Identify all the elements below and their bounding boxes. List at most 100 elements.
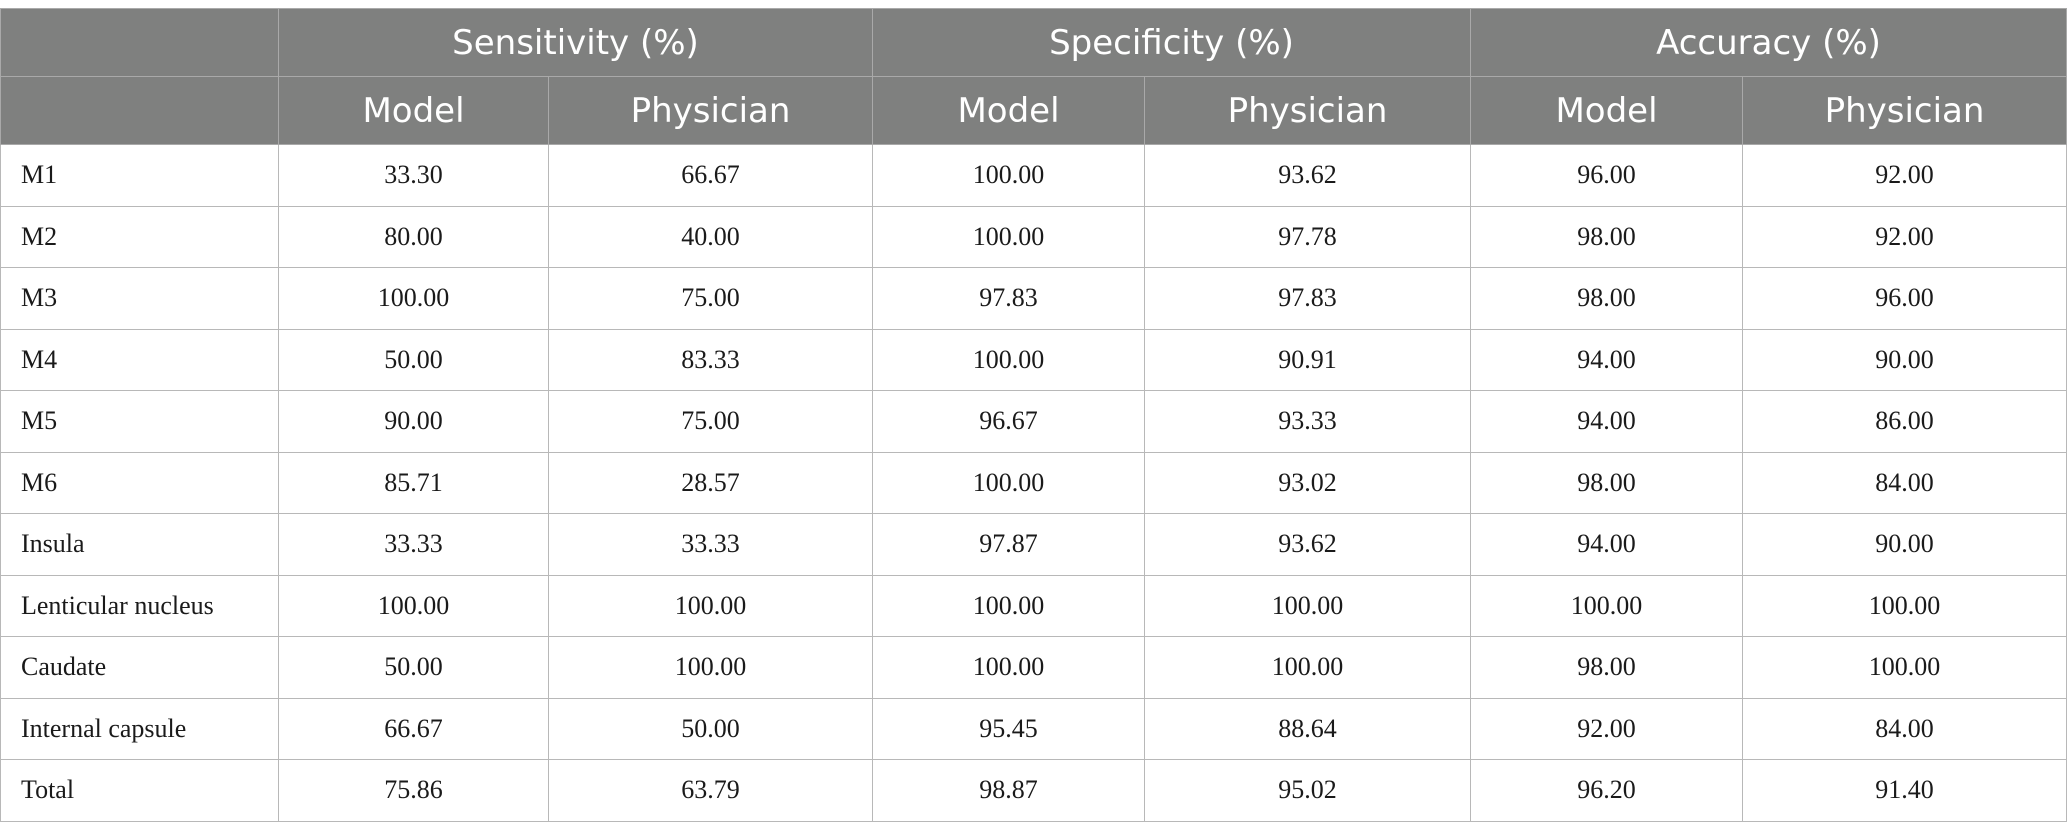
specificity-physician-cell: 93.62 [1144, 144, 1471, 207]
results-table-container: Sensitivity (%) Specificity (%) Accuracy… [0, 8, 2068, 822]
sensitivity-model-cell: 90.00 [278, 390, 549, 453]
sensitivity-physician-cell: 50.00 [548, 697, 873, 760]
accuracy-physician-cell: 90.00 [1742, 513, 2067, 576]
sensitivity-physician-cell: 100.00 [548, 636, 873, 699]
region-label-cell: M6 [0, 451, 279, 514]
sensitivity-physician-cell: 66.67 [548, 144, 873, 207]
region-label-cell: M4 [0, 328, 279, 391]
sensitivity-physician-cell: 100.00 [548, 574, 873, 637]
specificity-model-cell: 98.87 [872, 759, 1145, 822]
accuracy-model-cell: 96.00 [1470, 144, 1743, 207]
specificity-physician-cell: 100.00 [1144, 636, 1471, 699]
sensitivity-group-header: Sensitivity (%) [278, 8, 873, 77]
table-row: M2 80.00 40.00 100.00 97.78 98.00 92.00 [0, 205, 2067, 268]
accuracy-physician-cell: 84.00 [1742, 697, 2067, 760]
table-row: M4 50.00 83.33 100.00 90.91 94.00 90.00 [0, 328, 2067, 391]
accuracy-model-cell: 98.00 [1470, 451, 1743, 514]
specificity-physician-cell: 88.64 [1144, 697, 1471, 760]
accuracy-physician-cell: 100.00 [1742, 574, 2067, 637]
specificity-model-cell: 100.00 [872, 636, 1145, 699]
specificity-physician-cell: 93.62 [1144, 513, 1471, 576]
specificity-physician-cell: 97.78 [1144, 205, 1471, 268]
region-label-cell: Caudate [0, 636, 279, 699]
sensitivity-model-cell: 100.00 [278, 574, 549, 637]
specificity-model-cell: 95.45 [872, 697, 1145, 760]
accuracy-physician-cell: 96.00 [1742, 267, 2067, 330]
table-row: Total 75.86 63.79 98.87 95.02 96.20 91.40 [0, 759, 2067, 822]
sub-header-physician: Physician [1144, 76, 1471, 145]
results-table: Sensitivity (%) Specificity (%) Accuracy… [0, 8, 2067, 822]
region-label-cell: Total [0, 759, 279, 822]
table-row: M5 90.00 75.00 96.67 93.33 94.00 86.00 [0, 390, 2067, 453]
region-label-cell: M3 [0, 267, 279, 330]
accuracy-physician-cell: 92.00 [1742, 205, 2067, 268]
specificity-model-cell: 96.67 [872, 390, 1145, 453]
sensitivity-physician-cell: 28.57 [548, 451, 873, 514]
sub-header-physician: Physician [548, 76, 873, 145]
sensitivity-physician-cell: 63.79 [548, 759, 873, 822]
region-label-cell: M1 [0, 144, 279, 207]
sensitivity-model-cell: 75.86 [278, 759, 549, 822]
sensitivity-physician-cell: 75.00 [548, 390, 873, 453]
sensitivity-model-cell: 66.67 [278, 697, 549, 760]
sub-header-model: Model [872, 76, 1145, 145]
sensitivity-model-cell: 33.30 [278, 144, 549, 207]
accuracy-model-cell: 98.00 [1470, 205, 1743, 268]
accuracy-model-cell: 92.00 [1470, 697, 1743, 760]
table-row: M3 100.00 75.00 97.83 97.83 98.00 96.00 [0, 267, 2067, 330]
sensitivity-physician-cell: 83.33 [548, 328, 873, 391]
accuracy-model-cell: 98.00 [1470, 636, 1743, 699]
corner-header-cell [0, 8, 279, 77]
sensitivity-model-cell: 80.00 [278, 205, 549, 268]
table-row: Insula 33.33 33.33 97.87 93.62 94.00 90.00 [0, 513, 2067, 576]
specificity-physician-cell: 97.83 [1144, 267, 1471, 330]
accuracy-model-cell: 96.20 [1470, 759, 1743, 822]
accuracy-physician-cell: 91.40 [1742, 759, 2067, 822]
accuracy-physician-cell: 100.00 [1742, 636, 2067, 699]
table-body: M1 33.30 66.67 100.00 93.62 96.00 92.00 M2 80.00… [0, 144, 2067, 822]
specificity-physician-cell: 95.02 [1144, 759, 1471, 822]
sub-header-physician: Physician [1742, 76, 2067, 145]
region-label-cell: Lenticular nucleus [0, 574, 279, 637]
specificity-model-cell: 100.00 [872, 328, 1145, 391]
group-header-row: Sensitivity (%) Specificity (%) Accuracy… [0, 8, 2067, 77]
sensitivity-model-cell: 50.00 [278, 636, 549, 699]
sub-header-row: Model Physician Model Physician Model Ph… [0, 76, 2067, 145]
specificity-model-cell: 100.00 [872, 144, 1145, 207]
accuracy-model-cell: 94.00 [1470, 390, 1743, 453]
specificity-physician-cell: 93.33 [1144, 390, 1471, 453]
accuracy-physician-cell: 86.00 [1742, 390, 2067, 453]
accuracy-model-cell: 94.00 [1470, 328, 1743, 391]
sensitivity-physician-cell: 75.00 [548, 267, 873, 330]
sensitivity-physician-cell: 40.00 [548, 205, 873, 268]
sensitivity-physician-cell: 33.33 [548, 513, 873, 576]
sub-header-model: Model [1470, 76, 1743, 145]
specificity-model-cell: 97.83 [872, 267, 1145, 330]
accuracy-physician-cell: 92.00 [1742, 144, 2067, 207]
table-row: Caudate 50.00 100.00 100.00 100.00 98.00 100.0… [0, 636, 2067, 699]
table-row: Internal capsule 66.67 50.00 95.45 88.64 92.0… [0, 697, 2067, 760]
table-row: Lenticular nucleus 100.00 100.00 100.00 100.… [0, 574, 2067, 637]
table-row: M1 33.30 66.67 100.00 93.62 96.00 92.00 [0, 144, 2067, 207]
region-label-cell: Internal capsule [0, 697, 279, 760]
specificity-model-cell: 97.87 [872, 513, 1145, 576]
accuracy-physician-cell: 84.00 [1742, 451, 2067, 514]
region-label-cell: Insula [0, 513, 279, 576]
specificity-group-header: Specificity (%) [872, 8, 1471, 77]
sensitivity-model-cell: 50.00 [278, 328, 549, 391]
table-header: Sensitivity (%) Specificity (%) Accuracy… [0, 8, 2067, 145]
specificity-model-cell: 100.00 [872, 574, 1145, 637]
sensitivity-model-cell: 100.00 [278, 267, 549, 330]
sub-header-model: Model [278, 76, 549, 145]
accuracy-model-cell: 100.00 [1470, 574, 1743, 637]
accuracy-group-header: Accuracy (%) [1470, 8, 2067, 77]
table-row: M6 85.71 28.57 100.00 93.02 98.00 84.00 [0, 451, 2067, 514]
specificity-physician-cell: 100.00 [1144, 574, 1471, 637]
sensitivity-model-cell: 33.33 [278, 513, 549, 576]
accuracy-model-cell: 98.00 [1470, 267, 1743, 330]
sensitivity-model-cell: 85.71 [278, 451, 549, 514]
region-label-cell: M5 [0, 390, 279, 453]
accuracy-model-cell: 94.00 [1470, 513, 1743, 576]
specificity-model-cell: 100.00 [872, 205, 1145, 268]
sub-header-corner [0, 76, 279, 145]
